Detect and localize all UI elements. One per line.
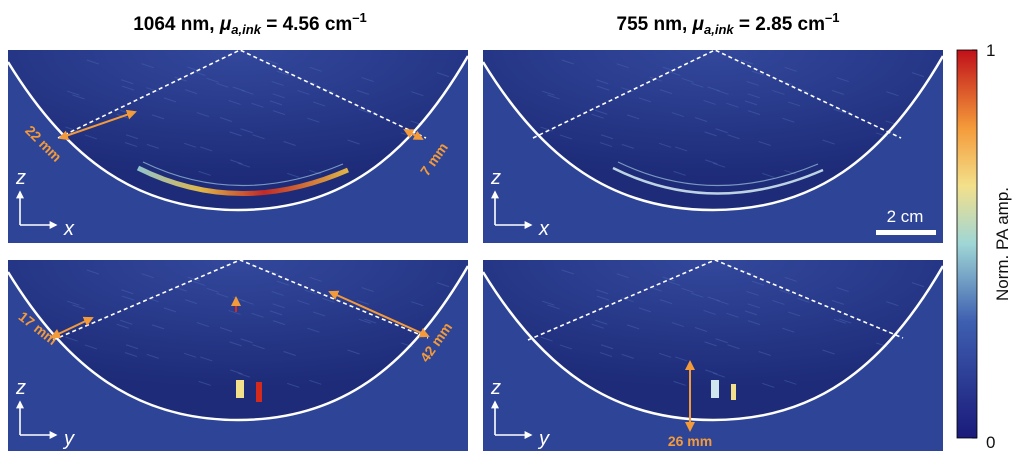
hotspot	[731, 384, 736, 400]
image-panel: zx	[8, 50, 468, 243]
colorbar	[957, 50, 977, 438]
title: 755 nm, μa,ink = 2.85 cm–1	[617, 10, 840, 37]
title: 1064 nm, μa,ink = 4.56 cm–1	[133, 10, 367, 37]
figure: 1064 nm, μa,ink = 4.56 cm–1 755 nm, μa,i…	[0, 0, 1015, 451]
axis-label: z	[490, 377, 501, 399]
annotation: 26 mm	[668, 433, 712, 449]
scale-bar	[876, 230, 936, 235]
axis-label: y	[62, 428, 75, 450]
page: 1064 nm, μa,ink = 4.56 cm–1 755 nm, μa,i…	[0, 0, 1015, 451]
axis-label: x	[538, 218, 550, 240]
colorbar-tick-label: 1	[986, 41, 995, 60]
colorbar-tick-label: 0	[986, 433, 995, 451]
axis-label: z	[490, 167, 501, 189]
image-panel: zy	[8, 260, 468, 451]
axis-label: z	[15, 377, 26, 399]
axis-label: y	[537, 428, 550, 450]
scale-bar-label: 2 cm	[887, 207, 924, 226]
hotspot	[256, 382, 262, 402]
hotspot	[236, 380, 244, 398]
image-panel: zx	[483, 50, 943, 243]
image-panel: zy	[483, 260, 943, 451]
colorbar-label: Norm. PA amp.	[993, 187, 1012, 301]
axis-label: z	[15, 167, 26, 189]
axis-label: x	[63, 218, 75, 240]
hotspot	[711, 380, 719, 398]
